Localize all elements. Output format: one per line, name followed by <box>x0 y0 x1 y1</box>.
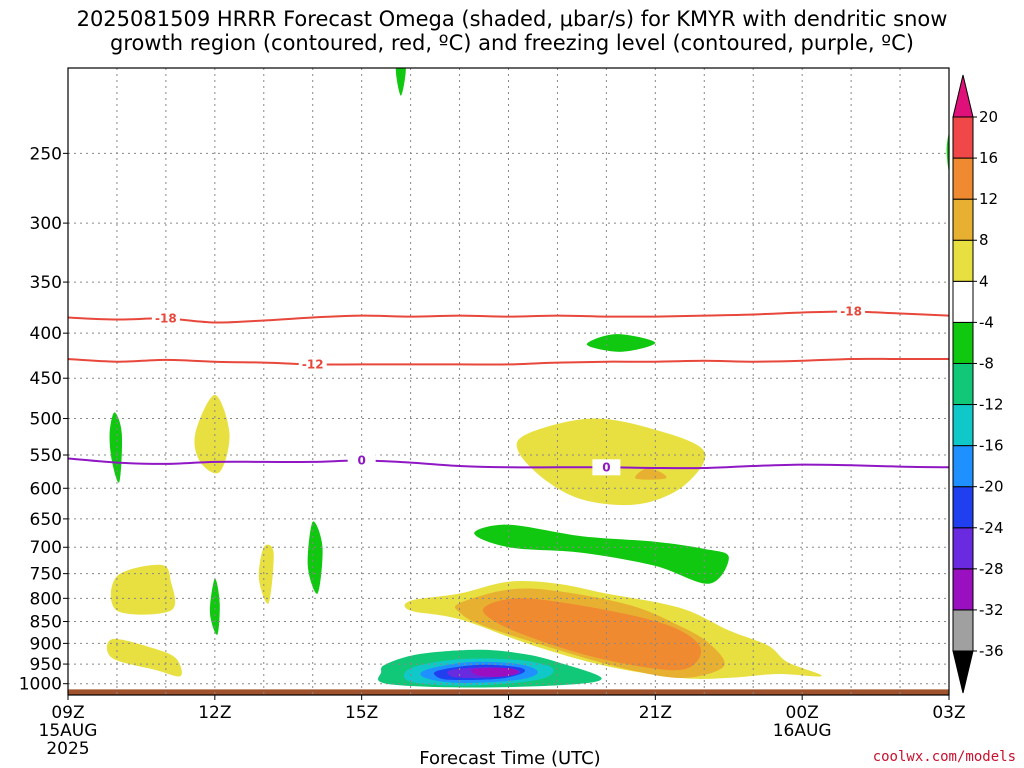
x-tick-date-09Z: 15AUG <box>39 721 98 741</box>
colorbar-band-6 <box>952 362 974 406</box>
contour-line-2 <box>68 457 949 470</box>
colorbar-band-5 <box>952 404 974 447</box>
colorbar-label-1: -32 <box>979 601 1004 619</box>
colorbar-label-12: 16 <box>979 149 998 167</box>
omega-region-4 <box>307 521 323 594</box>
y-tick-label-900: 900 <box>30 634 62 654</box>
colorbar-band-9 <box>952 239 974 282</box>
y-tick-label-750: 750 <box>30 565 62 585</box>
colorbar-band-2 <box>952 527 974 570</box>
colorbar-band-7 <box>952 321 974 364</box>
colorbar-top-triangle <box>952 74 974 118</box>
grid-lines <box>68 68 949 695</box>
contour-label-0-1: -18 <box>840 305 862 319</box>
y-tick-label-350: 350 <box>30 273 62 293</box>
colorbar-label-5: -16 <box>979 437 1004 455</box>
contour-label-bg-2-1 <box>592 459 621 476</box>
x-tick-label-21Z: 21Z <box>639 703 672 723</box>
colorbar-band-0 <box>952 609 974 652</box>
colorbar-band-1 <box>952 568 974 611</box>
y-axis: 2503003504004505005506006507007508008509… <box>19 144 68 695</box>
y-tick-label-450: 450 <box>30 369 62 389</box>
contour-line-1 <box>68 357 949 366</box>
omega-region-9 <box>110 564 176 615</box>
x-tick-label-09Z: 09Z <box>51 703 84 723</box>
colorbar-label-4: -20 <box>979 478 1004 496</box>
x-tick-year-09Z: 2025 <box>46 739 89 759</box>
contour-label-2-1: 0 <box>602 460 610 474</box>
colorbar-label-11: 12 <box>979 190 998 208</box>
y-tick-label-500: 500 <box>30 410 62 430</box>
y-tick-label-250: 250 <box>30 144 62 164</box>
contour-label-0-0: -18 <box>155 312 177 326</box>
omega-region-6 <box>474 524 729 584</box>
x-tick-label-15Z: 15Z <box>345 703 378 723</box>
y-tick-label-300: 300 <box>30 214 62 234</box>
omega-region-15 <box>482 598 702 671</box>
plot-area: -18 -18 -12 0 0 <box>67 67 950 696</box>
x-tick-label-00Z: 00Z <box>786 703 819 723</box>
y-tick-label-700: 700 <box>30 538 62 558</box>
credit-text: coolwx.com/models <box>873 749 1016 765</box>
colorbar-label-8: -4 <box>979 313 994 331</box>
y-tick-label-850: 850 <box>30 613 62 633</box>
y-tick-label-600: 600 <box>30 479 62 499</box>
colorbar: -36 -32 -28 -24 -20 -16 -12 -8 -4 4 8 12 16 20 <box>952 74 1004 694</box>
y-tick-label-1000: 1000 <box>19 675 62 695</box>
colorbar-label-6: -12 <box>979 396 1004 414</box>
temperature-contours: -18 -18 -12 0 0 <box>68 303 949 476</box>
x-tick-label-03Z: 03Z <box>932 703 965 723</box>
x-tick-label-18Z: 18Z <box>492 703 525 723</box>
colorbar-bottom-triangle <box>952 650 974 694</box>
x-axis-label: Forecast Time (UTC) <box>419 748 600 768</box>
omega-region-2 <box>586 334 656 352</box>
chart-title-line2: growth region (contoured, red, ºC) and f… <box>110 31 914 55</box>
x-tick-label-12Z: 12Z <box>198 703 231 723</box>
y-tick-label-400: 400 <box>30 324 62 344</box>
contour-line-0 <box>68 310 949 324</box>
y-tick-label-950: 950 <box>30 655 62 675</box>
omega-region-10 <box>106 638 182 677</box>
omega-region-8 <box>258 544 274 604</box>
omega-region-14 <box>635 468 667 480</box>
omega-region-5 <box>209 578 220 635</box>
colorbar-label-7: -8 <box>979 354 994 372</box>
colorbar-band-12 <box>952 116 974 159</box>
omega-shading <box>106 68 949 688</box>
omega-region-0 <box>395 68 406 96</box>
contour-label-bg-1-0 <box>298 356 327 373</box>
colorbar-band-3 <box>952 486 974 529</box>
contour-label-bg-0-1 <box>837 303 866 320</box>
colorbar-label-13: 20 <box>979 108 998 126</box>
contour-label-1-0: -12 <box>302 357 324 371</box>
y-tick-label-650: 650 <box>30 510 62 530</box>
omega-region-21 <box>471 667 519 677</box>
colorbar-band-8 <box>952 280 974 323</box>
x-tick-date-00Z: 16AUG <box>773 721 832 741</box>
colorbar-band-4 <box>952 445 974 488</box>
contour-label-2-0: 0 <box>357 454 365 468</box>
omega-region-3 <box>109 412 123 483</box>
omega-region-7 <box>194 394 230 474</box>
y-tick-label-550: 550 <box>30 446 62 466</box>
colorbar-label-3: -24 <box>979 519 1004 537</box>
colorbar-band-10 <box>952 198 974 241</box>
contour-label-bg-2-0 <box>347 452 376 469</box>
colorbar-label-2: -28 <box>979 560 1004 578</box>
y-tick-label-800: 800 <box>30 589 62 609</box>
colorbar-label-0: -36 <box>979 642 1004 660</box>
chart-title-line1: 2025081509 HRRR Forecast Omega (shaded, … <box>77 7 948 31</box>
colorbar-label-10: 8 <box>979 231 989 249</box>
colorbar-band-11 <box>952 157 974 200</box>
contour-label-bg-0-0 <box>151 310 180 327</box>
colorbar-label-9: 4 <box>979 272 989 290</box>
